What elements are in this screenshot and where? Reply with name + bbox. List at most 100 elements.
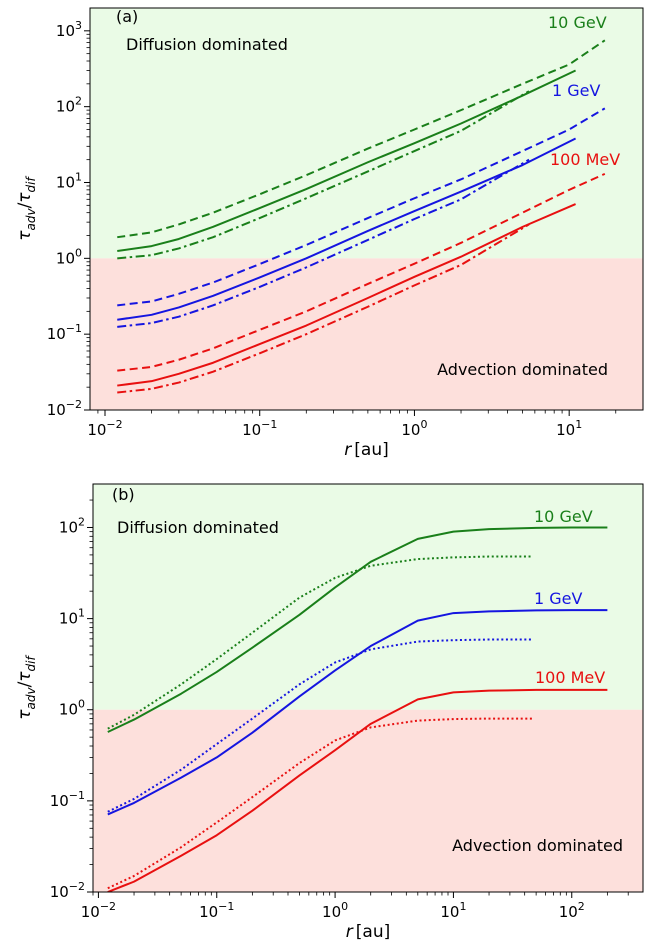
series-line-100mev-dashdot [117, 223, 530, 394]
tick-exponent: −1 [69, 789, 85, 802]
energy-label-1gev: 1 GeV [534, 589, 583, 608]
y-axis-label: τadv/τdif [15, 175, 38, 240]
tick-exponent: 0 [341, 900, 348, 913]
y-label-tau: τ [15, 230, 35, 241]
tick-base: 10 [56, 22, 75, 40]
y-label-tau-2: τ [15, 671, 35, 682]
x-tick-label: 102 [559, 900, 585, 921]
y-tick-label: 10−2 [47, 398, 82, 419]
tick-exponent: −1 [218, 900, 234, 913]
tick-exponent: 3 [75, 19, 82, 32]
tick-base: 10 [50, 883, 69, 901]
series-line-1gev-solid [107, 609, 608, 816]
axes-frame [92, 483, 644, 893]
y-tick-label: 103 [56, 19, 82, 40]
series-line-1gev-dotted [107, 638, 533, 813]
y-label-slash: / [15, 202, 35, 208]
tick-exponent: 2 [75, 95, 82, 108]
x-tick-label: 101 [556, 418, 582, 439]
tick-base: 10 [81, 903, 100, 921]
tick-base: 10 [50, 792, 69, 810]
x-axis-unit: [au] [354, 440, 388, 460]
tick-base: 10 [401, 421, 420, 439]
advection-region [93, 709, 643, 892]
tick-base: 10 [440, 903, 459, 921]
tick-base: 10 [59, 518, 78, 536]
tick-exponent: −1 [66, 322, 82, 335]
tick-base: 10 [59, 610, 78, 628]
tick-exponent: 2 [578, 900, 585, 913]
tick-base: 10 [59, 701, 78, 719]
x-axis-var: r [346, 922, 354, 942]
axes-frame [89, 7, 644, 411]
tick-base: 10 [559, 903, 578, 921]
tick-base: 10 [47, 401, 66, 419]
tick-base: 10 [556, 421, 575, 439]
tick-base: 10 [87, 421, 106, 439]
y-tick-label: 102 [56, 95, 82, 116]
tick-base: 10 [47, 325, 66, 343]
tick-base: 10 [242, 421, 261, 439]
advection-region-label: Advection dominated [452, 836, 623, 855]
energy-label-10gev: 10 GeV [548, 13, 607, 32]
series-line-100mev-solid [107, 688, 608, 892]
x-axis-unit: [au] [356, 922, 390, 942]
y-tick-label: 10−2 [50, 880, 85, 901]
y-tick-label: 100 [56, 246, 82, 267]
tick-exponent: 0 [75, 246, 82, 259]
diffusion-region [90, 8, 643, 259]
y-label-sub-dif: dif [24, 654, 38, 671]
advection-region [90, 258, 643, 410]
tick-exponent: 1 [459, 900, 466, 913]
energy-label-1gev: 1 GeV [552, 81, 601, 100]
y-tick-label: 102 [59, 515, 85, 536]
series-line-100mev-dotted [107, 717, 533, 890]
x-tick-label: 100 [322, 900, 348, 921]
y-label-sub-adv: adv [24, 687, 38, 710]
series-line-10gev-dashed [117, 39, 606, 239]
tick-exponent: −2 [69, 880, 85, 893]
tick-exponent: 2 [78, 515, 85, 528]
tick-exponent: 0 [420, 418, 427, 431]
series-line-1gev-dashdot [117, 158, 530, 328]
y-label-tau-2: τ [15, 192, 35, 203]
tick-exponent: −2 [100, 900, 116, 913]
y-label-tau: τ [15, 709, 35, 720]
x-tick-label: 100 [401, 418, 427, 439]
y-tick-label: 101 [56, 170, 82, 191]
tick-exponent: 1 [75, 170, 82, 183]
panel-label: (b) [112, 485, 135, 504]
x-axis-label: r [au] [344, 440, 388, 460]
energy-label-100mev: 100 MeV [535, 668, 605, 687]
tick-exponent: 1 [575, 418, 582, 431]
tick-exponent: 0 [78, 698, 85, 711]
tick-exponent: −2 [106, 418, 122, 431]
tick-base: 10 [322, 903, 341, 921]
y-tick-label: 101 [59, 607, 85, 628]
tick-base: 10 [56, 98, 75, 116]
series-line-100mev-dashed [117, 172, 606, 372]
x-tick-label: 101 [440, 900, 466, 921]
tick-base: 10 [199, 903, 218, 921]
series-line-1gev-solid [117, 137, 577, 321]
y-axis-label: τadv/τdif [15, 654, 38, 719]
x-tick-label: 10−1 [199, 900, 234, 921]
advection-region-label: Advection dominated [437, 360, 608, 379]
y-tick-label: 100 [59, 698, 85, 719]
tick-exponent: −1 [261, 418, 277, 431]
series-line-10gev-solid [117, 69, 577, 252]
panel-label: (a) [116, 7, 138, 26]
energy-label-10gev: 10 GeV [534, 507, 593, 526]
x-axis-label: r [au] [346, 922, 390, 942]
series-line-100mev-solid [117, 203, 576, 387]
series-group [107, 526, 608, 892]
energy-label-100mev: 100 MeV [550, 150, 620, 169]
x-tick-label: 10−1 [242, 418, 277, 439]
series-line-1gev-dashed [117, 107, 606, 307]
y-label-slash: / [15, 681, 35, 687]
y-label-sub-adv: adv [24, 208, 38, 231]
